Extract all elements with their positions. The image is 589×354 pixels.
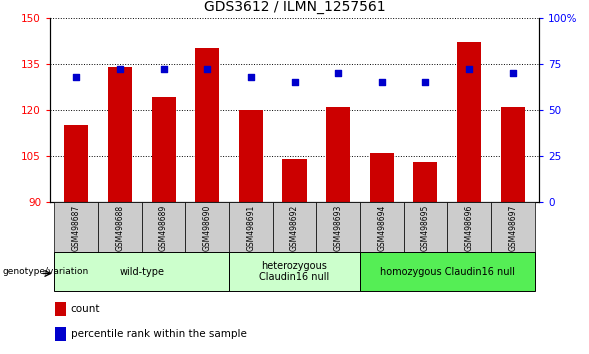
FancyBboxPatch shape: [360, 252, 535, 291]
Text: homozygous Claudin16 null: homozygous Claudin16 null: [380, 267, 515, 277]
Point: [115, 67, 125, 72]
Point: [421, 79, 430, 85]
Text: genotype/variation: genotype/variation: [3, 267, 89, 276]
Point: [71, 74, 81, 79]
Point: [290, 79, 299, 85]
Bar: [55, 302, 66, 316]
Bar: [151, 97, 176, 202]
Point: [333, 70, 343, 76]
Title: GDS3612 / ILMN_1257561: GDS3612 / ILMN_1257561: [204, 0, 385, 14]
FancyBboxPatch shape: [403, 202, 447, 253]
FancyBboxPatch shape: [229, 252, 360, 291]
FancyBboxPatch shape: [491, 202, 535, 253]
Text: GSM498695: GSM498695: [421, 204, 430, 251]
FancyBboxPatch shape: [186, 202, 229, 253]
Bar: [326, 107, 350, 202]
Text: wild-type: wild-type: [119, 267, 164, 277]
Bar: [283, 159, 306, 202]
Text: GSM498688: GSM498688: [115, 204, 124, 251]
FancyBboxPatch shape: [273, 202, 316, 253]
FancyBboxPatch shape: [447, 202, 491, 253]
Point: [159, 67, 168, 72]
Bar: [370, 153, 394, 202]
Text: GSM498687: GSM498687: [72, 204, 81, 251]
Text: GSM498689: GSM498689: [159, 204, 168, 251]
Bar: [55, 327, 66, 341]
Text: GSM498691: GSM498691: [246, 204, 256, 251]
Point: [377, 79, 386, 85]
Point: [464, 67, 474, 72]
Bar: [457, 42, 481, 202]
Point: [508, 70, 518, 76]
Text: GSM498694: GSM498694: [378, 204, 386, 251]
FancyBboxPatch shape: [142, 202, 186, 253]
Text: GSM498690: GSM498690: [203, 204, 211, 251]
FancyBboxPatch shape: [98, 202, 142, 253]
Text: GSM498693: GSM498693: [333, 204, 343, 251]
Bar: [413, 162, 438, 202]
Text: GSM498697: GSM498697: [508, 204, 517, 251]
Text: count: count: [71, 304, 100, 314]
Bar: [195, 48, 219, 202]
Text: percentile rank within the sample: percentile rank within the sample: [71, 329, 246, 339]
FancyBboxPatch shape: [54, 202, 98, 253]
Text: GSM498692: GSM498692: [290, 204, 299, 251]
Bar: [501, 107, 525, 202]
Point: [203, 67, 212, 72]
FancyBboxPatch shape: [316, 202, 360, 253]
Bar: [108, 67, 132, 202]
FancyBboxPatch shape: [229, 202, 273, 253]
Point: [246, 74, 256, 79]
Bar: [239, 110, 263, 202]
Text: heterozygous
Claudin16 null: heterozygous Claudin16 null: [259, 261, 330, 282]
FancyBboxPatch shape: [360, 202, 403, 253]
Bar: [64, 125, 88, 202]
FancyBboxPatch shape: [54, 252, 229, 291]
Text: GSM498696: GSM498696: [465, 204, 474, 251]
